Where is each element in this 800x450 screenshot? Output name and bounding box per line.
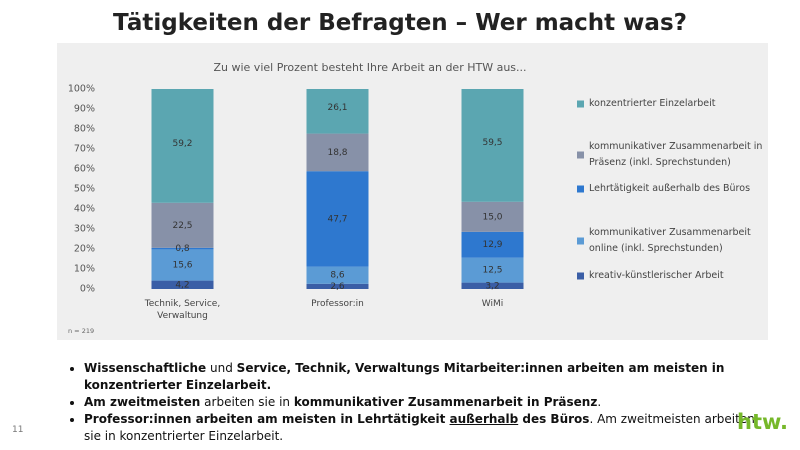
data-label: 8,6 bbox=[330, 271, 345, 281]
legend-label: kommunikativer Zusammenarbeit in Präsenz… bbox=[589, 141, 763, 168]
y-tick-label: 30% bbox=[74, 224, 95, 235]
bullet-text: des Büros bbox=[518, 412, 590, 426]
bullet-text: kommunikativer Zusammenarbeit in Präsenz bbox=[293, 395, 598, 409]
bullet-list: Wissenschaftliche und Service, Technik, … bbox=[62, 360, 774, 445]
data-label: 15,0 bbox=[482, 212, 502, 222]
x-tick-label: WiMi bbox=[481, 299, 504, 309]
data-label: 15,6 bbox=[172, 261, 192, 271]
bullet-item: Am zweitmeisten arbeiten sie in kommunik… bbox=[84, 394, 774, 411]
bar-segment bbox=[306, 171, 369, 267]
data-label: 0,8 bbox=[175, 244, 190, 254]
bullet-text: . Am zweitmeisten arbeiten sie in konzen… bbox=[84, 412, 755, 443]
bullet-text: Wissenschaftliche bbox=[84, 361, 207, 375]
y-tick-label: 10% bbox=[74, 264, 95, 275]
y-tick-label: 80% bbox=[74, 124, 95, 135]
bar-segment bbox=[151, 249, 214, 281]
data-label: 2,6 bbox=[330, 282, 345, 292]
bar-segment bbox=[461, 201, 524, 232]
data-label: 18,8 bbox=[327, 148, 347, 158]
legend-label: kommunikativer Zusammenarbeit online (in… bbox=[589, 227, 751, 254]
bullet-text: . bbox=[597, 395, 602, 409]
chart-title: Zu wie viel Prozent besteht Ihre Arbeit … bbox=[213, 61, 526, 74]
bar-segment bbox=[151, 202, 214, 248]
y-tick-label: 70% bbox=[74, 144, 95, 155]
y-tick-label: 90% bbox=[74, 104, 95, 115]
bar-segment bbox=[306, 283, 369, 289]
legend-marker bbox=[577, 237, 584, 245]
x-tick-label: Technik, Service, Verwaltung bbox=[144, 299, 221, 321]
data-label: 4,2 bbox=[175, 280, 189, 290]
y-tick-label: 40% bbox=[74, 204, 95, 215]
bullet-text: Service, Technik, Verwaltungs Mitarbeite… bbox=[84, 361, 725, 392]
y-tick-label: 20% bbox=[74, 244, 95, 255]
legend-label: Lehrtätigkeit außerhalb des Büros bbox=[589, 183, 751, 194]
data-label: 3,2 bbox=[485, 281, 499, 291]
bullet-text: außerhalb bbox=[449, 412, 519, 426]
bullet-text: Professor:innen arbeiten am meisten in L… bbox=[84, 412, 450, 426]
bar-segment bbox=[306, 266, 369, 284]
bar-segment bbox=[306, 89, 369, 134]
legend-marker bbox=[577, 151, 584, 159]
data-label: 26,1 bbox=[327, 103, 347, 113]
y-tick-label: 50% bbox=[74, 184, 95, 195]
legend-label: kreativ-künstlerischer Arbeit bbox=[589, 270, 724, 281]
bullet-item: Professor:innen arbeiten am meisten in L… bbox=[84, 411, 774, 445]
bar-segment bbox=[306, 133, 369, 172]
bar-segment bbox=[151, 280, 214, 289]
x-tick-label: Professor:in bbox=[311, 299, 364, 309]
data-label: 59,2 bbox=[172, 139, 192, 149]
bar-segment bbox=[461, 89, 524, 202]
data-label: 22,5 bbox=[172, 221, 192, 231]
bar-segment bbox=[151, 89, 214, 203]
bullet-text: Am zweitmeisten bbox=[84, 395, 201, 409]
legend-marker bbox=[577, 100, 584, 108]
legend-marker bbox=[577, 185, 584, 193]
bar-segment bbox=[461, 257, 524, 283]
page-number: 11 bbox=[12, 425, 24, 435]
bullet-text: und bbox=[206, 361, 237, 375]
bars bbox=[151, 89, 524, 289]
y-tick-label: 0% bbox=[80, 284, 95, 295]
logo: htw. bbox=[737, 410, 789, 434]
bar-segment bbox=[461, 282, 524, 289]
y-tick-label: 100% bbox=[68, 84, 95, 95]
legend-marker bbox=[577, 272, 584, 280]
data-label: 47,7 bbox=[327, 214, 347, 224]
annotation: n = 219 bbox=[68, 327, 94, 335]
data-label: 59,5 bbox=[482, 138, 502, 148]
data-label: 12,9 bbox=[482, 240, 502, 250]
bullet-item: Wissenschaftliche und Service, Technik, … bbox=[84, 360, 774, 394]
bullet-text: arbeiten sie in bbox=[200, 395, 294, 409]
slide-title: Tätigkeiten der Befragten – Wer macht wa… bbox=[112, 10, 687, 36]
bar-segment bbox=[461, 231, 524, 258]
legend-label: konzentrierter Einzelarbeit bbox=[589, 98, 716, 109]
data-label: 12,5 bbox=[482, 266, 502, 276]
y-tick-label: 60% bbox=[74, 164, 95, 175]
bar-segment bbox=[151, 247, 214, 250]
